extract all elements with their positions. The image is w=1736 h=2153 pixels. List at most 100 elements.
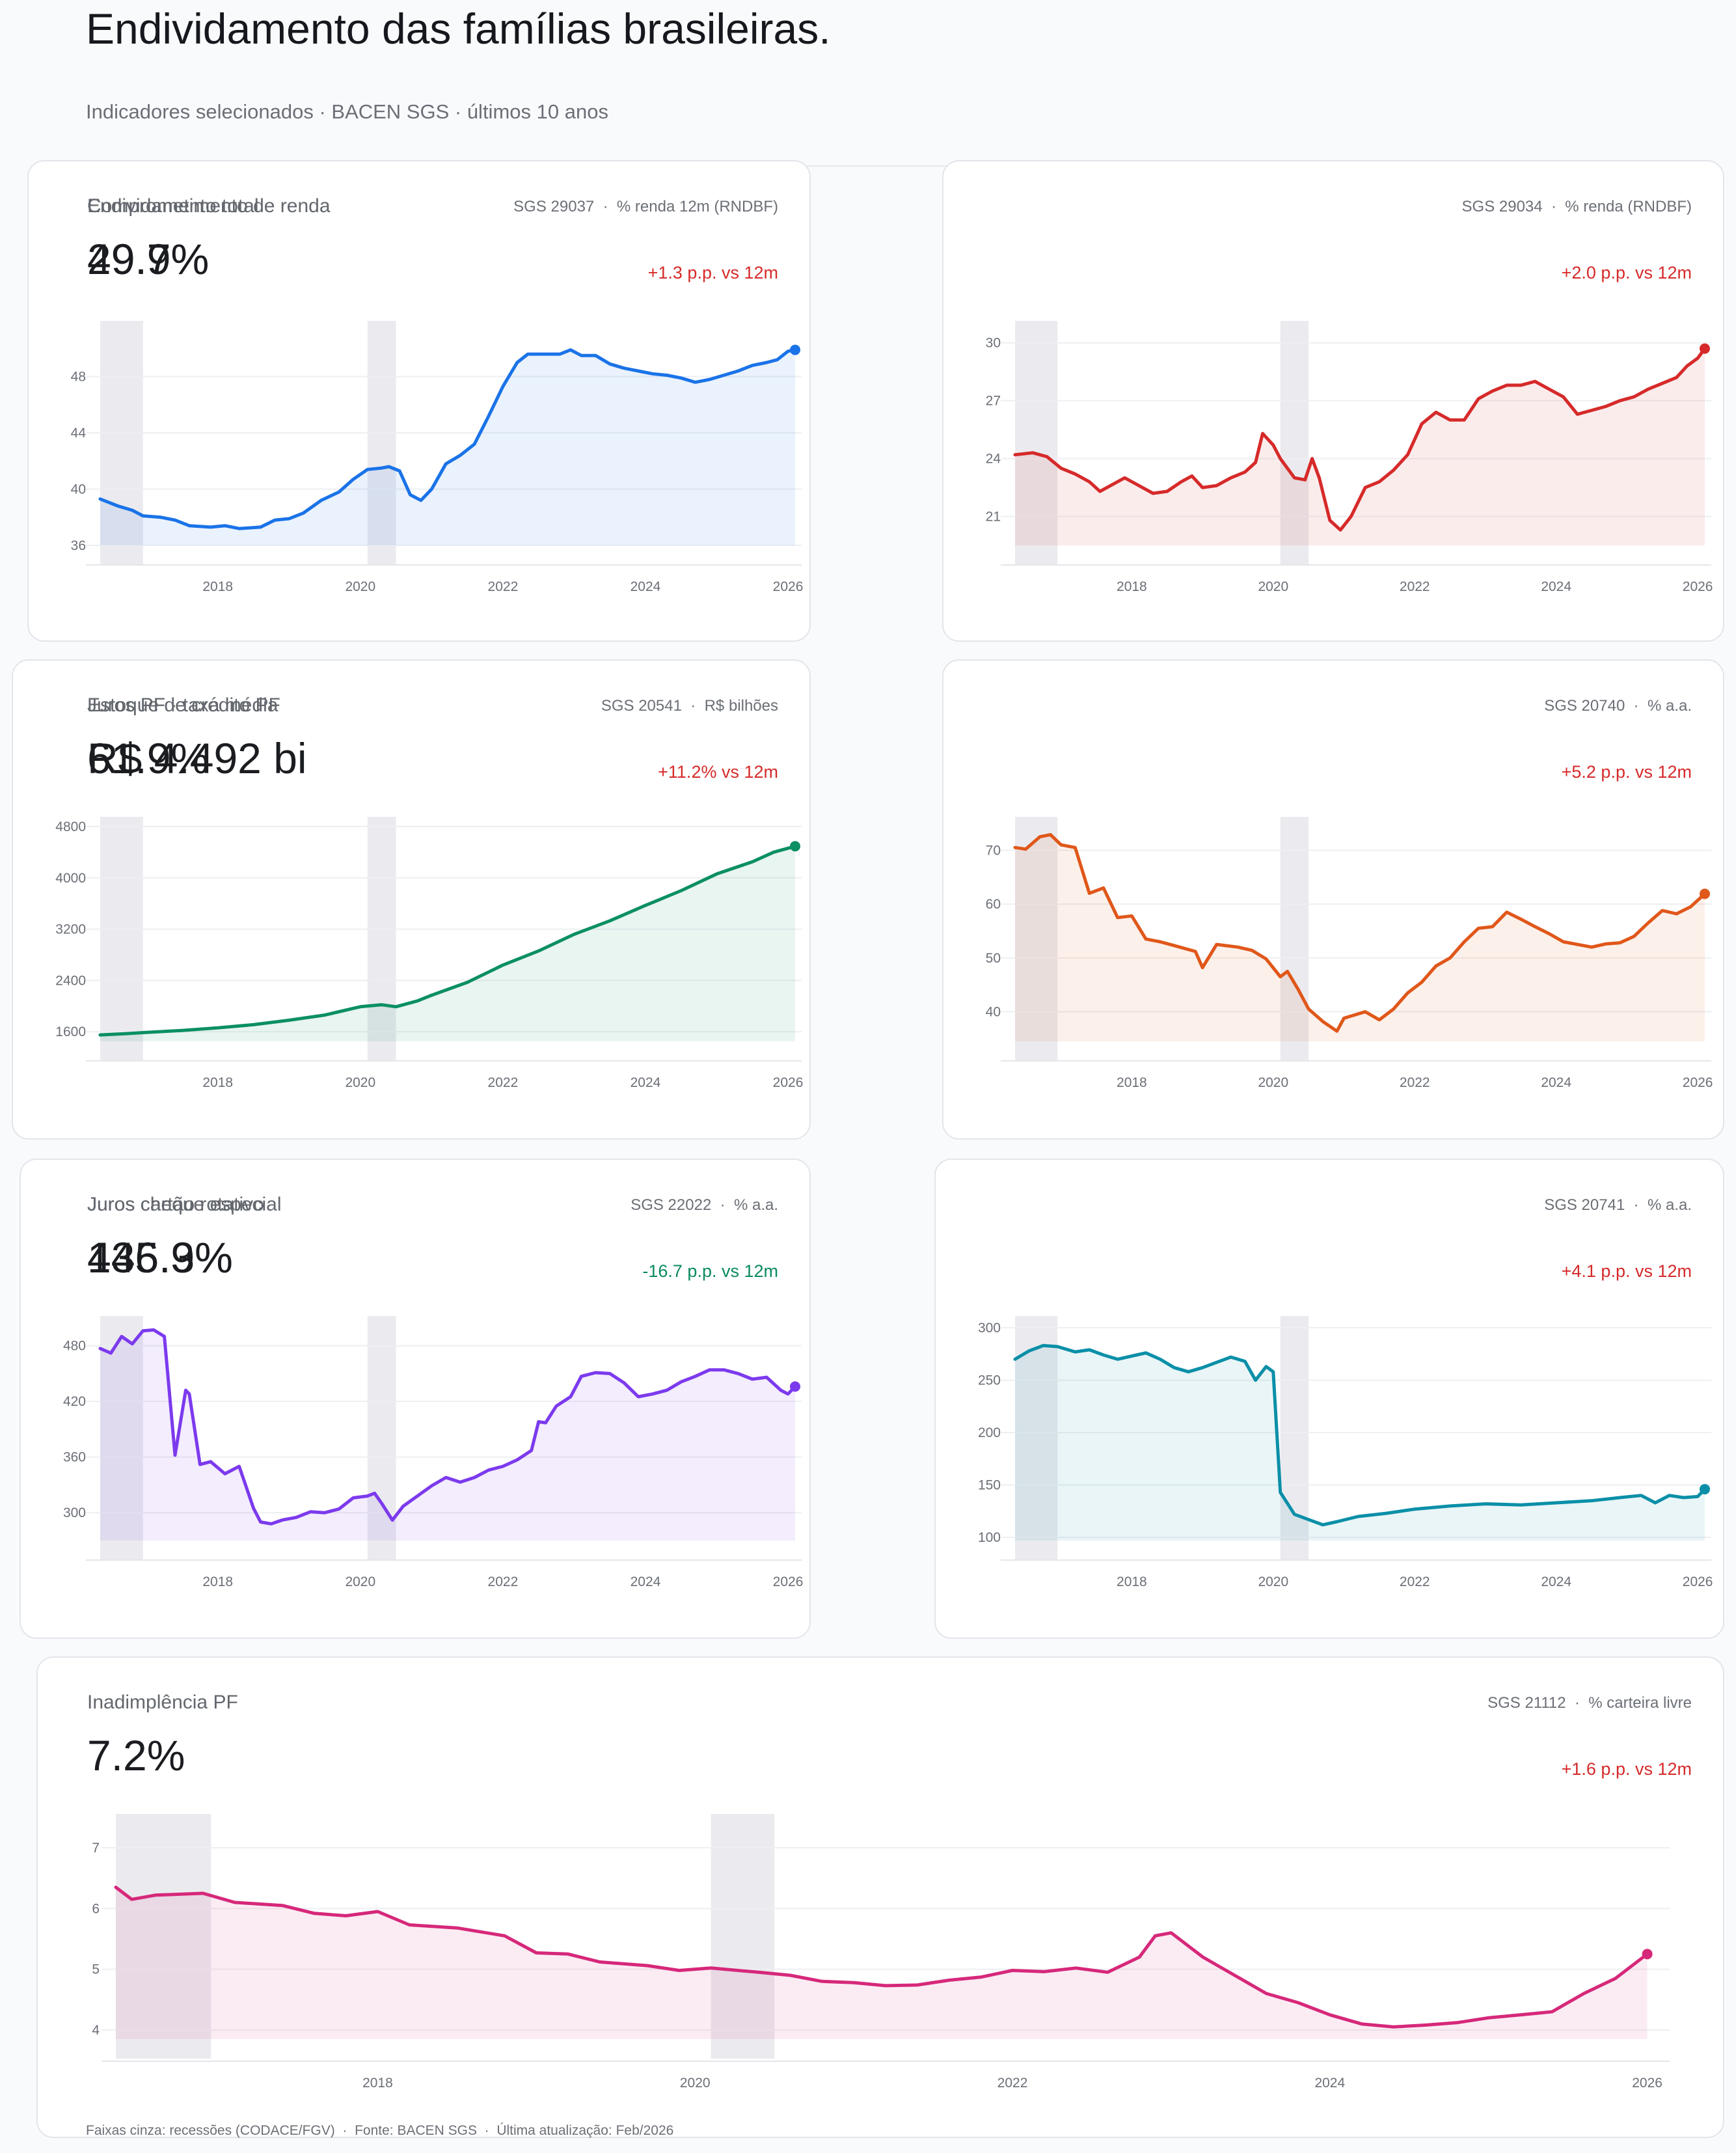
y-tick-label: 300 bbox=[978, 1321, 1001, 1336]
recession-band bbox=[1015, 321, 1058, 565]
y-tick-label: 2400 bbox=[55, 973, 86, 988]
y-tick-label: 4 bbox=[92, 2023, 100, 2038]
card-label: Endividamento total bbox=[87, 195, 259, 217]
card-value: 49.9% bbox=[87, 235, 210, 283]
card-delta: -16.7 p.p. vs 12m bbox=[642, 1261, 778, 1281]
series-line bbox=[1013, 1343, 1707, 1527]
x-tick-label: 2020 bbox=[345, 1574, 375, 1589]
header-divider bbox=[46, 165, 1698, 167]
x-tick-label: 2020 bbox=[1258, 1075, 1288, 1090]
x-tick-label: 2022 bbox=[488, 1574, 519, 1589]
series-end-point bbox=[790, 344, 800, 355]
y-tick-label: 60 bbox=[986, 897, 1001, 912]
card-value: R$ 4.492 bi bbox=[87, 734, 307, 782]
x-tick-label: 2022 bbox=[488, 579, 519, 594]
y-tick-label: 150 bbox=[978, 1478, 1001, 1493]
x-tick-label: 2024 bbox=[631, 1075, 661, 1090]
x-tick-label: 2024 bbox=[631, 579, 661, 594]
y-tick-label: 300 bbox=[63, 1505, 86, 1520]
series-area bbox=[100, 1330, 795, 1541]
x-tick-label: 2026 bbox=[1683, 579, 1713, 594]
series-line bbox=[98, 1328, 797, 1526]
x-tick-label: 2024 bbox=[1541, 1574, 1571, 1589]
x-tick-label: 2024 bbox=[1314, 2076, 1345, 2091]
recession-band bbox=[100, 321, 143, 565]
series-area bbox=[1015, 348, 1705, 545]
chart-card-cheque: Juros cheque especial SGS 20741 · % a.a. 1… bbox=[87, 1159, 1724, 1639]
card-meta: SGS 29037 · % renda 12m (RNDBF) bbox=[513, 198, 778, 215]
page-title: Endividamento das famílias brasileiras. bbox=[86, 5, 831, 53]
card-delta: +2.0 p.p. vs 12m bbox=[1561, 263, 1692, 282]
series-end-point bbox=[1700, 888, 1710, 899]
card-label: Juros PF · taxa média bbox=[87, 694, 278, 716]
series-area bbox=[1015, 1345, 1705, 1541]
y-tick-label: 50 bbox=[986, 951, 1001, 966]
y-tick-label: 24 bbox=[986, 452, 1001, 467]
y-tick-label: 100 bbox=[978, 1530, 1001, 1545]
y-tick-label: 6 bbox=[92, 1901, 100, 1916]
x-tick-label: 2022 bbox=[1400, 1075, 1430, 1090]
card-meta: SGS 20541 · R$ bilhões bbox=[601, 697, 778, 715]
card-label: Comprometimento de renda bbox=[87, 195, 331, 217]
card-value: 29.7% bbox=[87, 235, 210, 283]
x-tick-label: 2022 bbox=[488, 1075, 519, 1090]
chart-card-inadimplencia: Inadimplência PF SGS 21112 · % carteira l… bbox=[36, 1656, 1724, 2138]
x-tick-label: 2026 bbox=[773, 1075, 804, 1090]
y-tick-label: 4000 bbox=[55, 871, 86, 886]
series-end-point bbox=[790, 841, 800, 852]
chart-juros_pf: 40 50 60 70 2018 2020 2022 2024 2026 bbox=[986, 817, 1713, 1090]
x-tick-label: 2018 bbox=[1117, 579, 1147, 594]
card-value: 61.9% bbox=[87, 734, 210, 782]
x-tick-label: 2018 bbox=[1117, 1574, 1147, 1589]
y-tick-label: 70 bbox=[986, 843, 1001, 858]
series-line bbox=[1013, 347, 1707, 532]
x-tick-label: 2020 bbox=[345, 579, 375, 594]
chart-card-endividamento: Endividamento total SGS 29037 · % renda 1… bbox=[27, 160, 811, 642]
series-area bbox=[1015, 834, 1705, 1041]
recession-band bbox=[367, 321, 396, 565]
x-tick-label: 2018 bbox=[202, 1075, 233, 1090]
page-subtitle: Indicadores selecionados · BACEN SGS · ú… bbox=[86, 100, 608, 123]
x-tick-label: 2026 bbox=[1632, 2076, 1662, 2091]
chart-card-juros_pf: Juros PF · taxa média SGS 20740 · % a.a. 6… bbox=[87, 659, 1724, 1140]
chart-endividamento: 36 40 44 48 2018 2020 2022 2024 2026 bbox=[71, 321, 804, 594]
card-delta: +1.3 p.p. vs 12m bbox=[647, 263, 778, 282]
recession-band bbox=[1280, 817, 1309, 1061]
recession-band bbox=[100, 1316, 143, 1560]
chart-inadimplencia: 4 5 6 7 2018 2020 2022 2024 2026 bbox=[92, 1814, 1670, 2091]
series-end-point bbox=[1700, 343, 1710, 354]
card-value: 435.9% bbox=[87, 1233, 233, 1282]
x-tick-label: 2018 bbox=[1117, 1075, 1147, 1090]
y-tick-label: 4800 bbox=[55, 819, 86, 834]
x-tick-label: 2026 bbox=[773, 579, 804, 594]
card-label: Estoque de crédito PF bbox=[87, 694, 280, 716]
card-meta: SGS 20740 · % a.a. bbox=[1544, 697, 1692, 715]
card-delta: +11.2% vs 12m bbox=[658, 762, 778, 782]
x-tick-label: 2022 bbox=[1400, 1574, 1430, 1589]
x-tick-label: 2018 bbox=[202, 579, 233, 594]
card-meta: SGS 20741 · % a.a. bbox=[1544, 1196, 1692, 1214]
y-tick-label: 36 bbox=[71, 538, 86, 553]
y-tick-label: 7 bbox=[92, 1841, 100, 1856]
card-meta: SGS 21112 · % carteira livre bbox=[1487, 1694, 1692, 1712]
recession-band bbox=[116, 1814, 211, 2059]
card-label: Inadimplência PF bbox=[87, 1692, 238, 1713]
chart-comprometimento: 21 24 27 30 2018 2020 2022 2024 2026 bbox=[986, 321, 1713, 594]
card-label: Juros cheque especial bbox=[87, 1194, 282, 1215]
card-label: Juros cartão rotativo bbox=[87, 1194, 264, 1215]
chart-estoque: 1600 2400 3200 4000 4800 2018 2020 2022 2024 2026 bbox=[55, 817, 804, 1090]
x-tick-label: 2018 bbox=[202, 1574, 233, 1589]
x-tick-label: 2020 bbox=[680, 2076, 711, 2091]
x-tick-label: 2026 bbox=[773, 1574, 804, 1589]
y-tick-label: 27 bbox=[986, 394, 1001, 409]
x-tick-label: 2024 bbox=[631, 1574, 661, 1589]
series-area bbox=[100, 350, 795, 545]
x-tick-label: 2020 bbox=[1258, 579, 1288, 594]
card-value: 146.3% bbox=[87, 1233, 233, 1282]
x-tick-label: 2018 bbox=[362, 2076, 393, 2091]
series-end-point bbox=[790, 1381, 800, 1392]
card-delta: +1.6 p.p. vs 12m bbox=[1561, 1759, 1692, 1779]
recession-band bbox=[1015, 817, 1058, 1061]
y-tick-label: 40 bbox=[71, 482, 86, 497]
x-tick-label: 2022 bbox=[997, 2076, 1028, 2091]
